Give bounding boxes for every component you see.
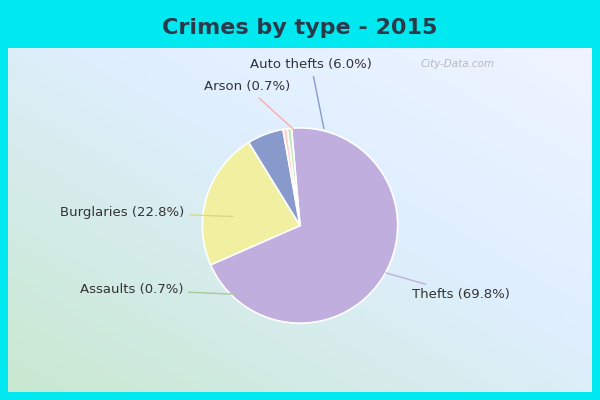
Text: Auto thefts (6.0%): Auto thefts (6.0%) bbox=[250, 58, 372, 128]
Text: Thefts (69.8%): Thefts (69.8%) bbox=[386, 273, 510, 301]
Text: Crimes by type - 2015: Crimes by type - 2015 bbox=[163, 18, 437, 38]
Wedge shape bbox=[283, 129, 300, 226]
Wedge shape bbox=[202, 142, 300, 265]
Text: Arson (0.7%): Arson (0.7%) bbox=[203, 80, 293, 129]
Text: City-Data.com: City-Data.com bbox=[420, 59, 494, 69]
Text: Burglaries (22.8%): Burglaries (22.8%) bbox=[61, 206, 233, 219]
Wedge shape bbox=[287, 128, 300, 226]
Wedge shape bbox=[249, 129, 300, 226]
Wedge shape bbox=[211, 128, 398, 323]
Text: Assaults (0.7%): Assaults (0.7%) bbox=[80, 284, 236, 296]
